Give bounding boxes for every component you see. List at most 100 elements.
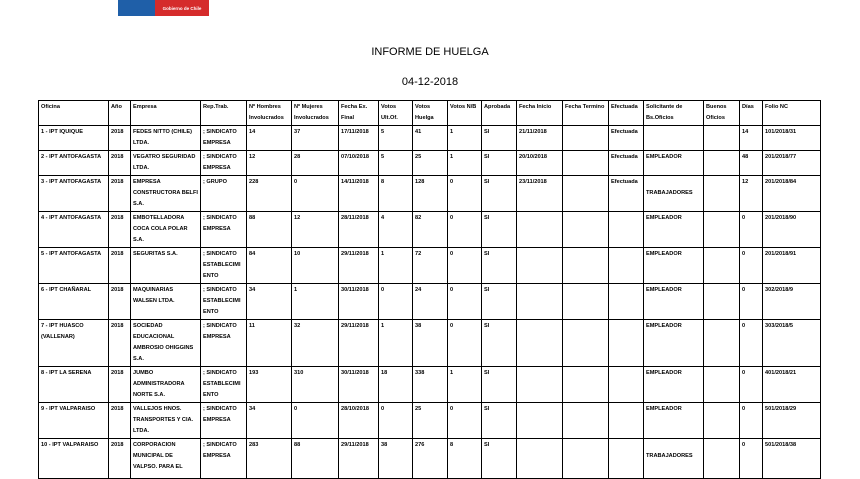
table-cell: 48	[739, 150, 763, 176]
table-cell	[562, 319, 609, 367]
logo-blue-block	[118, 0, 155, 16]
table-cell	[562, 366, 609, 403]
table-cell: 0	[447, 211, 482, 248]
column-header: Nº Hombres Involucrados	[246, 100, 292, 126]
table-cell: 2 - IPT ANTOFAGASTA	[38, 150, 109, 176]
table-cell: 4	[378, 211, 413, 248]
table-row: 1 - IPT IQUIQUE 2018 FEDES NITTO (CHILE) L…	[38, 125, 821, 151]
table-row: 3 - IPT ANTOFAGASTA 2018 EMPRESA CONSTRUCT…	[38, 175, 821, 212]
table-cell: 338	[412, 366, 448, 403]
column-header: Oficina	[38, 100, 109, 126]
table-cell: 201/2018/91	[762, 247, 821, 284]
table-cell: 302/2018/9	[762, 283, 821, 320]
table-cell: SI	[481, 150, 517, 176]
table-cell	[516, 402, 563, 439]
table-cell	[703, 125, 740, 151]
table-cell: Efectuada	[608, 175, 644, 212]
table-cell: 29/11/2018	[338, 319, 379, 367]
table-cell: 8 - IPT LA SERENA	[38, 366, 109, 403]
table-cell: TRABAJADORES	[643, 438, 704, 479]
column-header: Fecha Ex. Final	[338, 100, 379, 126]
column-header: Año	[108, 100, 131, 126]
table-cell	[516, 283, 563, 320]
table-cell: ; SINDICATO EMPRESA	[200, 319, 247, 367]
table-cell: 5 - IPT ANTOFAGASTA	[38, 247, 109, 284]
table-cell: ; SINDICATO EMPRESA	[200, 150, 247, 176]
table-cell: 1	[447, 125, 482, 151]
table-cell: 23/11/2018	[516, 175, 563, 212]
table-cell: 0	[739, 402, 763, 439]
table-cell: 0	[739, 319, 763, 367]
table-cell: 41	[412, 125, 448, 151]
table-cell: 2018	[108, 438, 131, 479]
table-cell: 18	[378, 366, 413, 403]
table-cell	[562, 438, 609, 479]
table-cell	[703, 366, 740, 403]
logo-red-block: Gobierno de Chile	[155, 0, 209, 16]
table-cell: ; SINDICATO ESTABLECIMIENTO	[200, 283, 247, 320]
table-row: 10 - IPT VALPARAISO 2018 CORPORACION MUNIC…	[38, 438, 821, 479]
table-cell: 32	[291, 319, 339, 367]
table-cell: Efectuada	[608, 150, 644, 176]
table-cell: 501/2018/38	[762, 438, 821, 479]
table-cell: FEDES NITTO (CHILE) LTDA.	[130, 125, 201, 151]
table-cell: 193	[246, 366, 292, 403]
table-cell: 0	[447, 175, 482, 212]
table-cell: 0	[447, 402, 482, 439]
table-cell: 2018	[108, 175, 131, 212]
table-cell: 12	[291, 211, 339, 248]
table-cell: ; SINDICATO EMPRESA	[200, 211, 247, 248]
table-cell: 8	[378, 175, 413, 212]
table-cell: 20/10/2018	[516, 150, 563, 176]
table-cell: 29/11/2018	[338, 438, 379, 479]
table-cell: 1	[378, 319, 413, 367]
table-row: 4 - IPT ANTOFAGASTA 2018 EMBOTELLADORA COC…	[38, 211, 821, 248]
table-cell	[562, 150, 609, 176]
table-cell: 101/2018/31	[762, 125, 821, 151]
table-cell: 25	[412, 402, 448, 439]
table-cell	[516, 211, 563, 248]
table-cell: EMPLEADOR	[643, 211, 704, 248]
table-cell: 2018	[108, 402, 131, 439]
table-cell: 10 - IPT VALPARAISO	[38, 438, 109, 479]
table-cell	[562, 402, 609, 439]
table-cell: 0	[739, 247, 763, 284]
column-header: Efectuada	[608, 100, 644, 126]
column-header: Fecha Termino	[562, 100, 609, 126]
table-cell: 21/11/2018	[516, 125, 563, 151]
table-cell: 14/11/2018	[338, 175, 379, 212]
table-cell: 228	[246, 175, 292, 212]
table-cell	[608, 438, 644, 479]
table-cell: 2018	[108, 125, 131, 151]
table-cell: EMPLEADOR	[643, 283, 704, 320]
table-cell: 9 - IPT VALPARAISO	[38, 402, 109, 439]
table-cell: 14	[246, 125, 292, 151]
table-cell: Efectuada	[608, 125, 644, 151]
table-cell: 1 - IPT IQUIQUE	[38, 125, 109, 151]
table-header-row: Oficina Año Empresa Rep.Trab. Nº Hombres Inv…	[38, 100, 821, 126]
table-cell	[562, 211, 609, 248]
table-cell: 2018	[108, 319, 131, 367]
table-cell: EMBOTELLADORA COCA COLA POLAR S.A.	[130, 211, 201, 248]
table-cell: 5	[378, 125, 413, 151]
column-header: Días	[739, 100, 763, 126]
table-cell: EMPLEADOR	[643, 402, 704, 439]
table-cell: ; GRUPO	[200, 175, 247, 212]
table-cell: 401/2018/21	[762, 366, 821, 403]
table-cell: SI	[481, 402, 517, 439]
table-cell	[703, 247, 740, 284]
table-cell: 0	[447, 319, 482, 367]
table-cell: SI	[481, 438, 517, 479]
table-cell: 3 - IPT ANTOFAGASTA	[38, 175, 109, 212]
table-cell: MAQUINARIAS WALSEN LTDA.	[130, 283, 201, 320]
table-cell: 84	[246, 247, 292, 284]
table-cell: 88	[291, 438, 339, 479]
table-cell	[516, 247, 563, 284]
table-cell: 17/11/2018	[338, 125, 379, 151]
table-cell: 201/2018/84	[762, 175, 821, 212]
table-cell: 10	[291, 247, 339, 284]
table-cell: 303/2018/5	[762, 319, 821, 367]
table-cell: 28	[291, 150, 339, 176]
table-cell: ; SINDICATO EMPRESA	[200, 125, 247, 151]
table-cell: 88	[246, 211, 292, 248]
